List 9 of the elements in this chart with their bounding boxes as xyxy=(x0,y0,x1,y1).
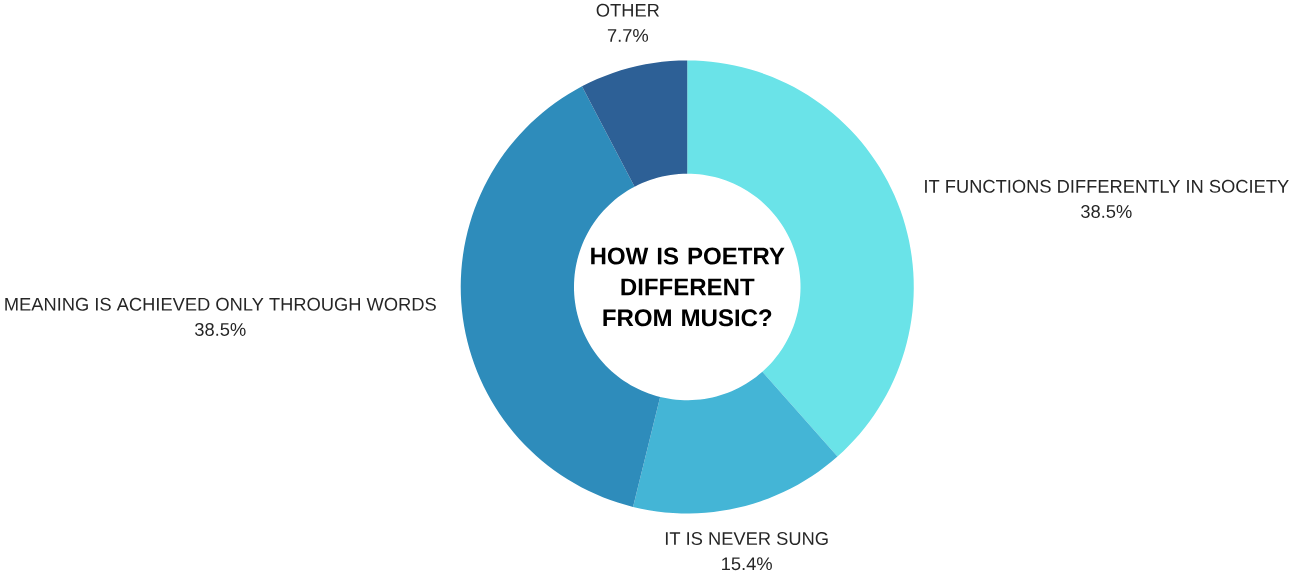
text: HOW IS POETRY DIFFERENT FROM MUSIC? xyxy=(591,247,785,327)
data-label: 7.7% xyxy=(607,29,649,42)
slice-label: OTHER xyxy=(596,3,660,17)
slice-label: IT IS NEVER SUNG xyxy=(665,532,828,545)
data-label: 15.4% xyxy=(722,557,772,571)
slice-label: IT FUNCTIONS DIFFERENTLY IN SOCIETY xyxy=(925,179,1289,193)
data-label: 38.5% xyxy=(1081,205,1132,218)
slice-label: MEANING IS ACHIEVED ONLY THROUGH WORDS xyxy=(5,297,436,311)
data-label: 38.5% xyxy=(195,322,246,336)
